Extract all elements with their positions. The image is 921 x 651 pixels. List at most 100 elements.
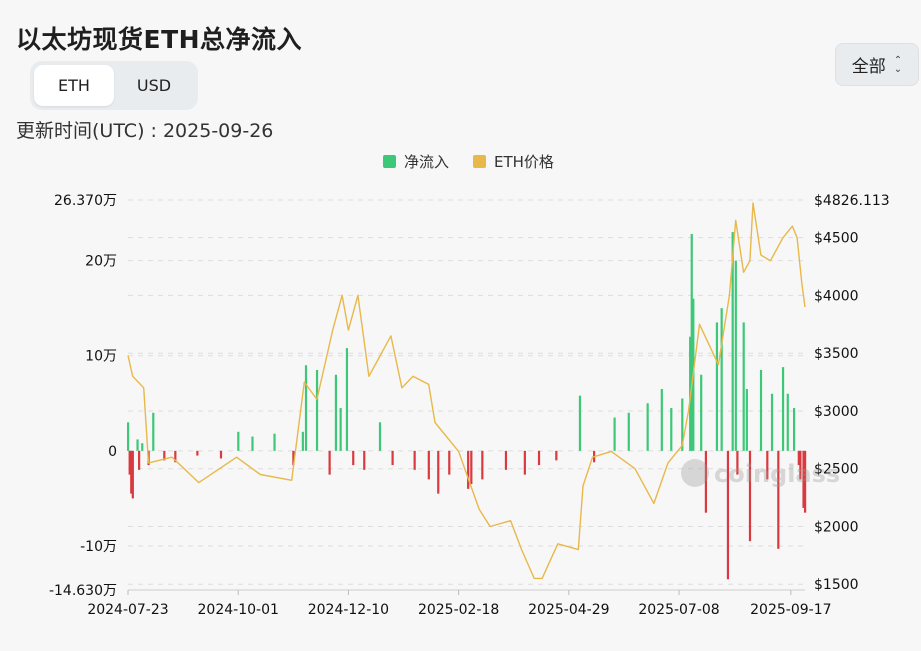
inflow-bar[interactable] xyxy=(174,450,177,463)
inflow-bar[interactable] xyxy=(163,450,166,461)
inflow-bar[interactable] xyxy=(578,395,582,451)
time-range-value: 全部 xyxy=(851,57,886,77)
inflow-bar[interactable] xyxy=(804,450,807,513)
legend-inflow-swatch[interactable] xyxy=(383,155,396,168)
inflow-bar[interactable] xyxy=(304,365,308,451)
inflow-bar[interactable] xyxy=(136,439,139,451)
inflow-bar[interactable] xyxy=(781,367,785,451)
inflow-bar[interactable] xyxy=(391,450,394,466)
inflow-bar[interactable] xyxy=(345,348,349,451)
right-tick-label: $3500 xyxy=(814,346,859,362)
x-tick-label: 2024-07-23 xyxy=(87,602,168,618)
right-tick-label: $4000 xyxy=(814,288,859,304)
inflow-bar[interactable] xyxy=(681,398,684,451)
inflow-bar[interactable] xyxy=(334,374,338,451)
inflow-bar[interactable] xyxy=(504,450,508,470)
inflow-bar[interactable] xyxy=(670,408,673,451)
inflow-bar[interactable] xyxy=(770,393,774,451)
inflow-bar[interactable] xyxy=(131,450,134,499)
inflow-bar[interactable] xyxy=(328,450,331,475)
inflow-bar[interactable] xyxy=(138,450,141,470)
inflow-bar[interactable] xyxy=(799,450,802,480)
unit-eth-button[interactable]: ETH xyxy=(34,65,114,106)
inflow-bar[interactable] xyxy=(786,393,789,451)
inflow-bar[interactable] xyxy=(339,408,342,451)
grid-lines xyxy=(128,199,805,591)
inflow-bar[interactable] xyxy=(481,450,484,480)
watermark-logo-icon xyxy=(681,459,709,487)
inflow-bar[interactable] xyxy=(745,389,748,451)
unit-toggle: ETH USD xyxy=(30,61,198,110)
inflow-bar[interactable] xyxy=(413,450,416,470)
inflow-bar[interactable] xyxy=(720,308,723,451)
inflow-bar[interactable] xyxy=(802,450,805,508)
inflow-bar[interactable] xyxy=(646,403,649,451)
inflow-bar[interactable] xyxy=(152,412,155,451)
inflow-bar[interactable] xyxy=(627,412,630,451)
inflow-bar[interactable] xyxy=(715,322,719,451)
inflow-bar[interactable] xyxy=(555,450,558,461)
right-axis: $4826.113 $4500 $4000 $3500 $3000 $2500 $2000 $… xyxy=(814,193,890,593)
x-tick-label: 2025-04-29 xyxy=(528,602,609,618)
inflow-bar[interactable] xyxy=(704,450,708,513)
eth-price-line[interactable] xyxy=(127,202,806,580)
coinglass-watermark: coinglass xyxy=(681,459,840,488)
left-tick-label: -14.630万 xyxy=(49,583,117,599)
right-tick-label: $2000 xyxy=(814,519,859,535)
chevron-up-down-icon: ⌃ ⌄ xyxy=(893,54,903,75)
left-tick-label: 10万 xyxy=(85,349,117,365)
inflow-bar[interactable] xyxy=(734,260,737,451)
inflow-bar[interactable] xyxy=(467,450,470,489)
inflow-bar[interactable] xyxy=(748,450,752,542)
inflow-bar[interactable] xyxy=(363,450,366,470)
inflow-bar[interactable] xyxy=(726,450,730,580)
inflow-bar[interactable] xyxy=(352,450,355,466)
inflow-bar[interactable] xyxy=(292,450,295,466)
inflow-bar[interactable] xyxy=(660,389,663,451)
inflow-bar[interactable] xyxy=(237,431,240,451)
left-tick-label: 26.370万 xyxy=(54,193,117,209)
inflow-bar[interactable] xyxy=(141,443,144,451)
inflow-bar[interactable] xyxy=(537,450,541,466)
x-tick-label: 2025-02-18 xyxy=(418,602,499,618)
inflow-bar[interactable] xyxy=(127,422,130,451)
inflow-bar[interactable] xyxy=(777,450,780,549)
inflow-bar[interactable] xyxy=(130,450,133,494)
legend-price-label[interactable]: ETH价格 xyxy=(494,153,554,171)
inflow-bar[interactable] xyxy=(792,408,796,451)
page-title: 以太坊现货ETH总净流入 xyxy=(16,25,303,54)
inflow-bar[interactable] xyxy=(736,450,739,475)
legend-price-swatch[interactable] xyxy=(473,155,486,168)
inflow-bar[interactable] xyxy=(315,369,319,451)
inflow-bar[interactable] xyxy=(128,450,131,475)
right-tick-label: $4500 xyxy=(814,231,859,247)
inflow-bar[interactable] xyxy=(523,450,526,475)
inflow-bar[interactable] xyxy=(301,431,304,451)
inflow-bar[interactable] xyxy=(470,450,473,485)
inflow-bar[interactable] xyxy=(196,450,199,456)
inflow-bar[interactable] xyxy=(766,450,769,480)
inflow-bar[interactable] xyxy=(690,233,693,451)
chart-legend: 净流入 ETH价格 xyxy=(383,153,554,171)
inflow-bar[interactable] xyxy=(273,433,276,451)
x-tick-label: 2024-10-01 xyxy=(198,602,279,618)
legend-inflow-label[interactable]: 净流入 xyxy=(404,153,449,171)
inflow-bar[interactable] xyxy=(251,436,254,451)
inflow-bar[interactable] xyxy=(700,374,703,451)
inflow-bar[interactable] xyxy=(742,322,745,451)
inflow-bar[interactable] xyxy=(448,450,451,475)
left-tick-label: -10万 xyxy=(80,539,117,555)
x-tick-label: 2025-09-17 xyxy=(750,602,831,618)
inflow-bar[interactable] xyxy=(427,450,430,480)
unit-usd-button[interactable]: USD xyxy=(114,65,194,106)
inflow-bar[interactable] xyxy=(759,369,763,451)
inflow-bar[interactable] xyxy=(437,450,440,494)
inflow-bar[interactable] xyxy=(219,450,223,459)
time-range-select[interactable]: 全部 ⌃ ⌄ xyxy=(835,43,919,86)
updated-timestamp: 更新时间(UTC) : 2025-09-26 xyxy=(16,120,274,142)
inflow-bar[interactable] xyxy=(378,422,382,451)
inflow-bar[interactable] xyxy=(797,450,800,466)
right-tick-label: $1500 xyxy=(814,577,859,593)
inflow-bar[interactable] xyxy=(731,232,734,451)
inflow-bar[interactable] xyxy=(613,417,616,451)
